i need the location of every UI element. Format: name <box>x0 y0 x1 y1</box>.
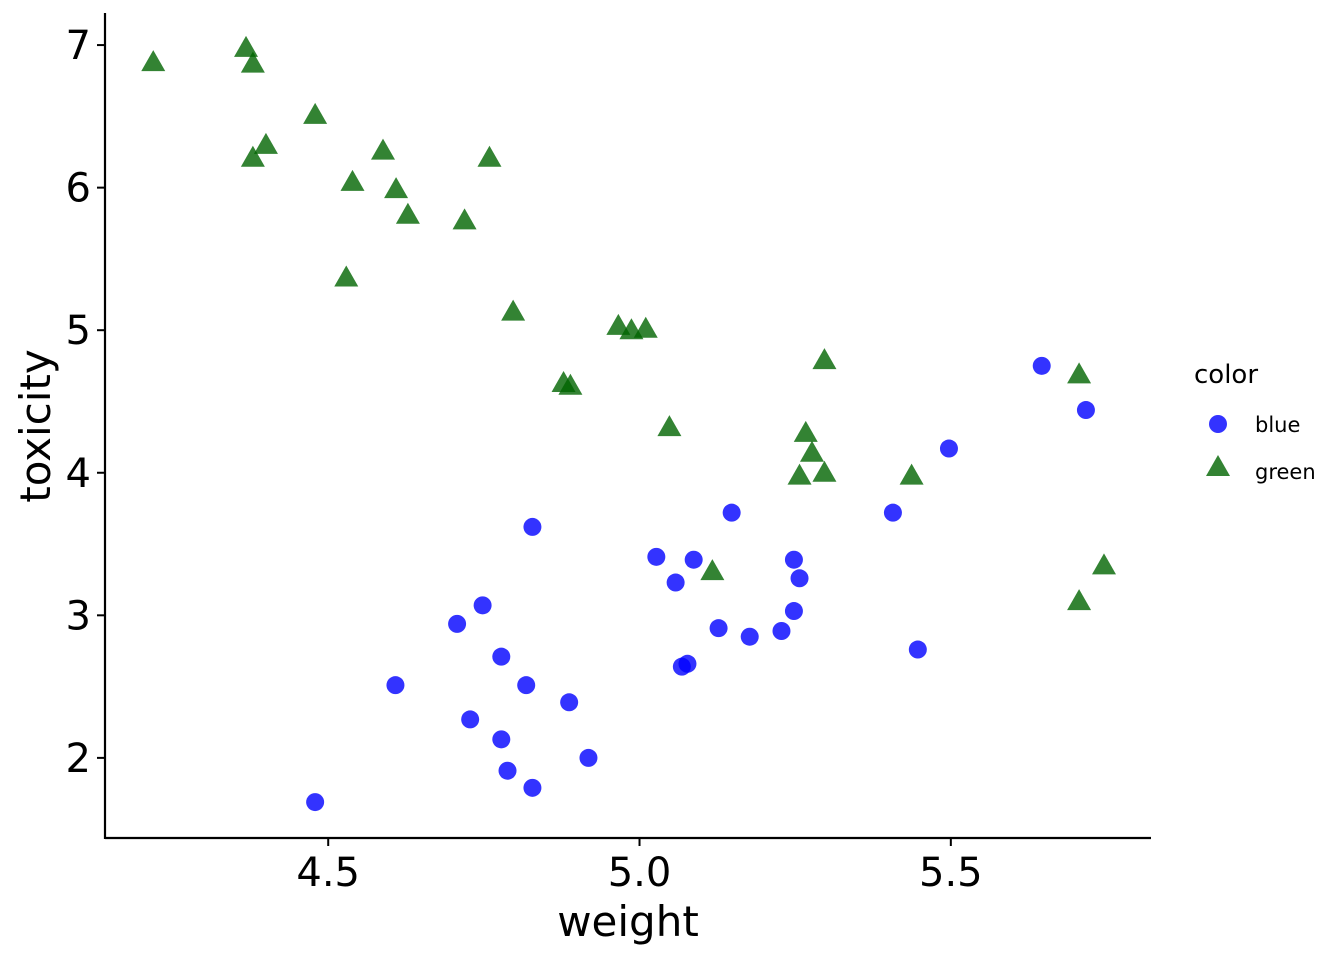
point-green <box>477 145 502 167</box>
y-tick-label: 2 <box>66 736 91 782</box>
legend-title: color <box>1194 360 1258 390</box>
x-ticks: 4.5 5.0 5.5 <box>296 838 983 896</box>
point-blue <box>473 596 492 615</box>
point-green <box>606 313 631 335</box>
point-blue <box>1032 356 1051 375</box>
legend-label-blue: blue <box>1255 413 1300 437</box>
point-blue <box>579 748 598 767</box>
point-blue <box>306 793 325 812</box>
point-green <box>240 145 265 167</box>
point-blue <box>448 614 467 633</box>
point-blue <box>784 550 803 569</box>
point-green <box>141 50 166 72</box>
point-green <box>384 177 409 199</box>
point-green <box>799 440 824 462</box>
point-blue <box>1076 401 1095 420</box>
point-green <box>793 420 818 442</box>
point-blue <box>666 573 685 592</box>
point-blue <box>684 550 703 569</box>
legend-key-blue <box>1209 415 1227 433</box>
point-blue <box>784 602 803 621</box>
y-tick-label: 4 <box>66 451 91 497</box>
point-blue <box>722 503 741 522</box>
point-blue <box>517 676 536 695</box>
y-tick-label: 7 <box>66 23 91 69</box>
plot-marks <box>141 35 1116 812</box>
y-tick-label: 5 <box>66 308 91 354</box>
point-green <box>633 316 658 338</box>
point-blue <box>386 676 405 695</box>
point-green <box>787 463 812 485</box>
point-green <box>395 202 420 224</box>
point-green <box>303 102 328 124</box>
point-blue <box>672 657 691 676</box>
point-green <box>240 51 265 73</box>
point-blue <box>498 761 517 780</box>
point-green <box>812 460 837 482</box>
point-green <box>253 132 278 154</box>
point-blue <box>647 547 666 566</box>
point-green <box>558 373 583 395</box>
point-blue <box>883 503 902 522</box>
point-green <box>1067 362 1092 384</box>
point-green <box>234 35 259 57</box>
point-blue <box>461 710 480 729</box>
point-blue <box>523 778 542 797</box>
point-blue <box>772 622 791 641</box>
point-green <box>340 169 365 191</box>
point-blue <box>709 619 728 638</box>
x-tick-label: 5.0 <box>608 850 672 896</box>
point-green <box>1091 553 1116 575</box>
point-green <box>501 299 526 321</box>
legend: color blue green <box>1194 360 1316 484</box>
y-axis-title: toxicity <box>11 349 60 502</box>
x-axis-title: weight <box>557 897 699 946</box>
x-tick-label: 5.5 <box>919 850 983 896</box>
point-green <box>334 265 359 287</box>
point-green <box>370 138 395 160</box>
y-tick-label: 3 <box>66 593 91 639</box>
point-green <box>452 208 477 230</box>
point-blue <box>523 517 542 536</box>
x-tick-label: 4.5 <box>296 850 360 896</box>
y-ticks: 2 3 4 5 6 7 <box>66 23 105 782</box>
point-green <box>899 463 924 485</box>
point-blue <box>560 693 579 712</box>
point-blue <box>492 647 511 666</box>
point-green <box>657 415 682 437</box>
point-blue <box>908 640 927 659</box>
point-blue <box>939 439 958 458</box>
legend-key-green <box>1206 455 1230 476</box>
point-blue <box>790 569 809 588</box>
point-green <box>700 559 725 581</box>
point-blue <box>492 730 511 749</box>
y-tick-label: 6 <box>66 166 91 212</box>
point-green <box>1067 589 1092 611</box>
legend-label-green: green <box>1255 460 1316 484</box>
point-blue <box>740 627 759 646</box>
point-green <box>812 348 837 370</box>
